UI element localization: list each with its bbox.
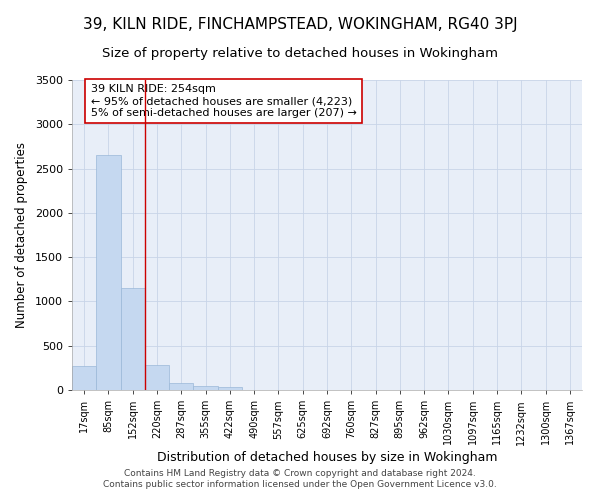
Text: Contains public sector information licensed under the Open Government Licence v3: Contains public sector information licen…	[103, 480, 497, 489]
Y-axis label: Number of detached properties: Number of detached properties	[15, 142, 28, 328]
Text: 39, KILN RIDE, FINCHAMPSTEAD, WOKINGHAM, RG40 3PJ: 39, KILN RIDE, FINCHAMPSTEAD, WOKINGHAM,…	[83, 18, 517, 32]
X-axis label: Distribution of detached houses by size in Wokingham: Distribution of detached houses by size …	[157, 452, 497, 464]
Bar	[72, 366, 96, 390]
Bar	[218, 388, 242, 390]
Bar	[121, 288, 145, 390]
Text: Size of property relative to detached houses in Wokingham: Size of property relative to detached ho…	[102, 48, 498, 60]
Text: Contains HM Land Registry data © Crown copyright and database right 2024.: Contains HM Land Registry data © Crown c…	[124, 468, 476, 477]
Text: 39 KILN RIDE: 254sqm
← 95% of detached houses are smaller (4,223)
5% of semi-det: 39 KILN RIDE: 254sqm ← 95% of detached h…	[91, 84, 357, 117]
Bar	[169, 383, 193, 390]
Bar	[145, 365, 169, 390]
Bar	[96, 156, 121, 390]
Bar	[193, 386, 218, 390]
